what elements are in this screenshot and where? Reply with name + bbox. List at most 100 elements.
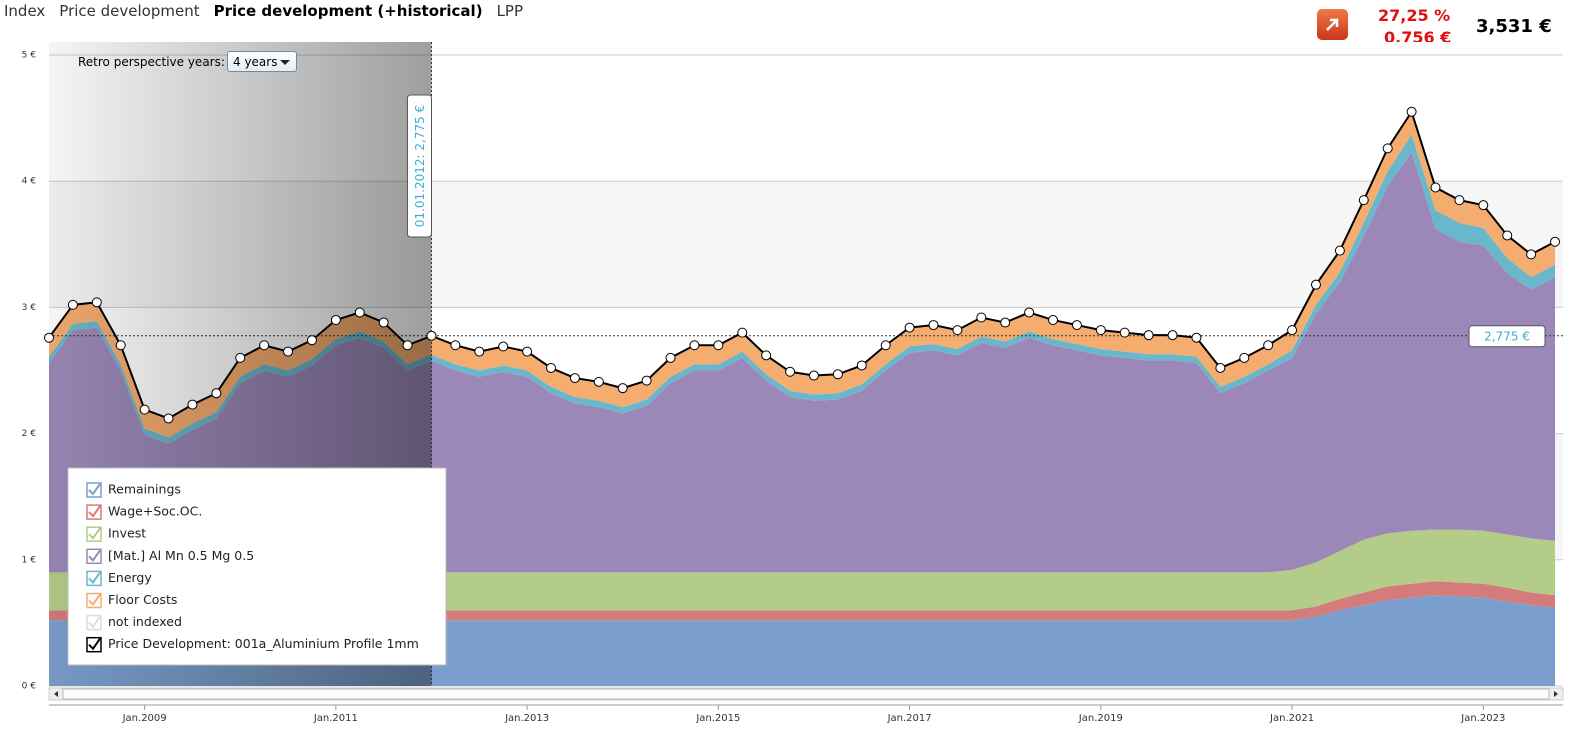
legend-check: [88, 549, 101, 562]
price-marker: [450, 340, 461, 351]
x-tick-label: Jan.2013: [504, 713, 549, 724]
price-marker: [1071, 320, 1082, 331]
price-marker: [330, 315, 341, 326]
x-tick-label: Jan.2019: [1078, 713, 1123, 724]
legend-check: [88, 527, 101, 540]
price-marker: [1526, 249, 1537, 260]
price-marker: [522, 346, 533, 357]
legend-label: [Mat.] Al Mn 0.5 Mg 0.5: [108, 548, 254, 563]
price-marker: [785, 366, 796, 377]
price-marker: [569, 373, 580, 384]
current-price: 3,531 €: [1476, 16, 1552, 37]
price-marker: [67, 299, 78, 310]
legend-label: Remainings: [108, 482, 181, 497]
y-tick-label: 5 €: [22, 51, 37, 61]
price-marker: [91, 297, 102, 308]
price-marker: [665, 352, 676, 363]
price-marker: [426, 330, 437, 341]
tab[interactable]: Price development: [59, 2, 200, 20]
reference-label-text: 01.01.2012: 2,775 €: [413, 105, 427, 227]
change-percent: 27,25 %: [1378, 6, 1451, 25]
reference-axis-label: 2,775 €: [1484, 329, 1530, 343]
price-marker: [211, 388, 222, 399]
price-marker: [115, 340, 126, 351]
price-marker: [1478, 200, 1489, 211]
price-marker: [1000, 317, 1011, 328]
trend-icon[interactable]: [1317, 9, 1348, 40]
scroll-right: [1554, 691, 1558, 697]
price-marker: [1334, 245, 1345, 256]
price-marker: [1406, 106, 1417, 117]
y-tick-label: 1 €: [22, 555, 37, 565]
y-tick-label: 2 €: [22, 429, 37, 439]
price-marker: [1502, 230, 1513, 241]
price-marker: [1550, 236, 1561, 247]
price-marker: [1454, 195, 1465, 206]
price-marker: [832, 369, 843, 380]
price-marker: [1024, 307, 1035, 318]
price-marker: [1239, 352, 1250, 363]
price-marker: [498, 341, 509, 352]
price-marker: [378, 317, 389, 328]
price-marker: [1430, 182, 1441, 193]
price-marker: [1310, 279, 1321, 290]
price-marker: [163, 413, 174, 424]
x-tick-label: Jan.2009: [122, 713, 167, 724]
price-marker: [593, 376, 604, 387]
price-marker: [474, 346, 485, 357]
reference-label: 01.01.2012: 2,775 €: [406, 94, 432, 238]
x-tick-label: Jan.2015: [695, 713, 740, 724]
price-marker: [402, 340, 413, 351]
reference-label-box: [406, 94, 432, 238]
price-marker: [1048, 315, 1059, 326]
price-marker: [1215, 362, 1226, 373]
y-tick-label: 0 €: [22, 682, 37, 692]
price-marker: [880, 340, 891, 351]
legend-label: Wage+Soc.OC.: [108, 504, 202, 519]
x-tick-label: Jan.2023: [1460, 713, 1505, 724]
tab[interactable]: LPP: [496, 2, 524, 20]
price-marker: [1287, 325, 1298, 336]
y-tick-label: 3 €: [22, 303, 37, 313]
price-marker: [952, 325, 963, 336]
price-marker: [187, 399, 198, 410]
x-tick-label: Jan.2011: [313, 713, 358, 724]
legend-label: Floor Costs: [108, 592, 177, 607]
legend-label: not indexed: [108, 614, 182, 629]
legend-check: [88, 638, 101, 651]
legend-label: Invest: [108, 526, 146, 541]
tab[interactable]: Price development (+historical): [213, 2, 483, 20]
price-marker: [1095, 325, 1106, 336]
price-marker: [139, 404, 150, 415]
retro-label: Retro perspective years:: [78, 55, 225, 69]
price-marker: [737, 327, 748, 338]
price-marker: [259, 340, 270, 351]
legend-check: [88, 571, 101, 584]
price-marker: [306, 335, 317, 346]
price-marker: [904, 322, 915, 333]
price-marker: [641, 375, 652, 386]
scroll-left: [54, 691, 58, 697]
price-marker: [713, 340, 724, 351]
price-marker: [354, 307, 365, 318]
price-marker: [808, 370, 819, 381]
legend: [67, 467, 447, 666]
price-marker: [1358, 195, 1369, 206]
scroll-thumb: [62, 688, 1550, 700]
price-marker: [761, 350, 772, 361]
retro-select[interactable]: 4 years: [227, 51, 297, 72]
legend-check: [88, 483, 101, 496]
tab[interactable]: Index: [4, 2, 46, 20]
price-marker: [1143, 330, 1154, 341]
price-marker: [617, 383, 628, 394]
y-tick-label: 4 €: [22, 177, 37, 187]
price-marker: [1119, 327, 1130, 338]
tabs: Index Price development Price development …: [4, 2, 537, 20]
price-marker: [976, 312, 987, 323]
price-marker: [235, 352, 246, 363]
price-marker: [856, 360, 867, 371]
legend-check: [88, 593, 101, 607]
x-tick-label: Jan.2017: [887, 713, 932, 724]
